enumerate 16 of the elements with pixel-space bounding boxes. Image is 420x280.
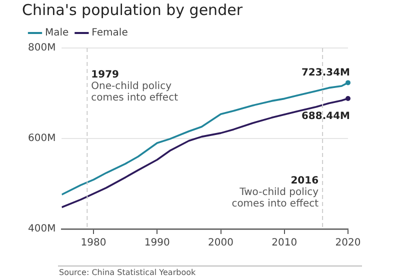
x-tick-label: 2000 [208, 238, 234, 249]
annotation: 723.34M [301, 67, 350, 78]
y-tick-label: 600M [28, 133, 56, 144]
annotation: 688.44M [301, 111, 350, 122]
x-tick-label: 1990 [144, 238, 170, 249]
chart-title: China's population by gender [22, 0, 244, 19]
ref-line-label: 2016 Two-child policy comes into effect [232, 176, 319, 210]
source-note: Source: China Statistical Yearbook [59, 268, 196, 278]
legend-label: Female [92, 28, 128, 39]
legend-label: Male [45, 28, 69, 39]
x-tick-label: 1980 [80, 238, 106, 249]
y-tick-label: 400M [28, 224, 56, 235]
y-tick-label: 800M [28, 42, 56, 54]
x-tick-label: 2010 [272, 238, 298, 249]
x-tick-label: 2020 [335, 238, 361, 249]
ref-line-label: 1979 One-child policy comes into effect [91, 70, 178, 104]
